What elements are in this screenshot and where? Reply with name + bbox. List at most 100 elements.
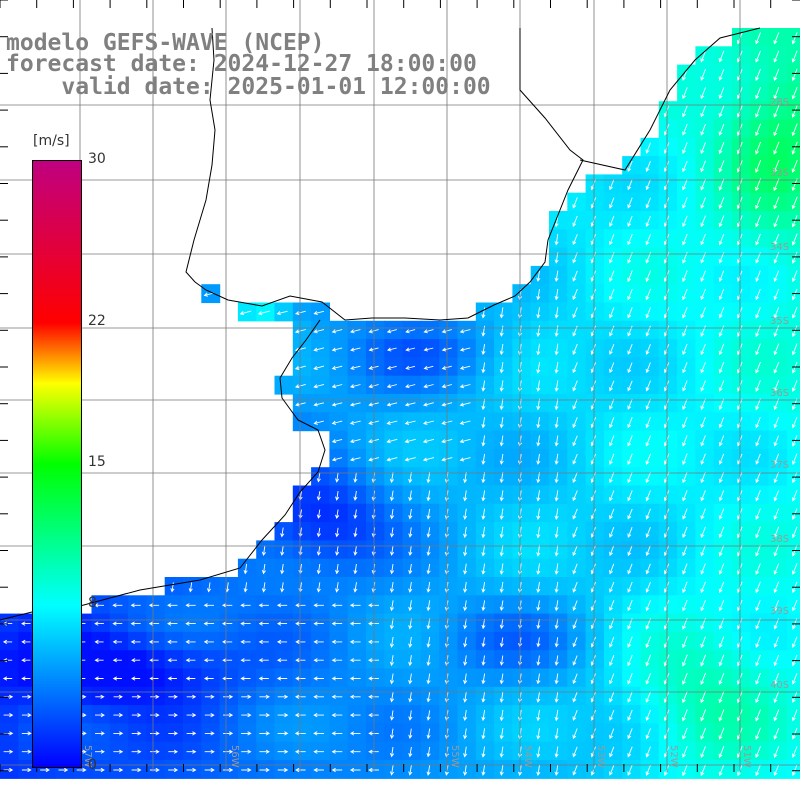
wind-cell <box>768 631 788 651</box>
wind-arrow <box>536 563 541 575</box>
wind-cell <box>512 577 532 596</box>
wind-arrow <box>773 490 780 502</box>
wind-cell <box>695 192 715 212</box>
wind-cell <box>457 540 477 560</box>
wind-arrow <box>331 457 343 462</box>
wind-arrow <box>258 621 269 626</box>
wind-cell <box>658 503 678 523</box>
wind-cell <box>274 741 294 761</box>
wind-arrow <box>572 343 578 355</box>
wind-arrow <box>700 343 706 356</box>
wind-arrow <box>95 749 105 754</box>
wind-cell <box>329 558 349 578</box>
wind-arrow <box>718 417 725 429</box>
wind-cell <box>713 211 733 230</box>
wind-arrow <box>718 288 725 301</box>
wind-arrow <box>572 710 578 721</box>
wind-cell <box>146 668 166 688</box>
wind-arrow <box>682 563 688 575</box>
wind-cell <box>201 577 221 596</box>
wind-arrow <box>773 215 780 228</box>
wind-arrow <box>645 599 651 612</box>
wind-cell <box>677 668 696 688</box>
wind-arrow <box>773 233 780 246</box>
wind-arrow <box>294 365 306 370</box>
wind-arrow <box>185 639 196 644</box>
wind-cell <box>603 211 623 230</box>
wind-arrow <box>349 420 361 425</box>
wind-cell <box>786 705 800 724</box>
wind-cell <box>439 503 459 523</box>
wind-arrow <box>423 347 434 352</box>
colorbar-label: 8 <box>88 595 97 612</box>
wind-arrow <box>572 618 578 630</box>
wind-cell <box>494 430 513 450</box>
wind-cell <box>146 686 166 706</box>
wind-arrow <box>481 545 486 557</box>
wind-cell <box>567 723 587 743</box>
wind-cell <box>292 503 312 523</box>
wind-cell <box>366 668 385 688</box>
wind-cell <box>439 686 459 706</box>
wind-cell <box>750 265 770 285</box>
wind-cell <box>439 650 459 670</box>
wind-cell <box>768 723 788 743</box>
wind-cell <box>494 631 513 651</box>
wind-cell <box>292 686 312 706</box>
wind-arrow <box>609 728 615 740</box>
wind-cell <box>475 485 495 505</box>
wind-arrow <box>791 270 798 283</box>
wind-arrow <box>389 655 394 667</box>
wind-cell <box>402 540 422 560</box>
wind-cell <box>494 503 513 523</box>
wind-cell <box>256 760 276 779</box>
wind-arrows <box>2 32 798 777</box>
wind-arrow <box>204 694 215 699</box>
wind-arrow <box>773 453 780 465</box>
wind-cell <box>658 192 678 212</box>
wind-cell <box>732 668 751 688</box>
wind-cell <box>274 522 294 541</box>
wind-cell <box>640 430 660 450</box>
wind-arrow <box>349 767 361 773</box>
wind-cell <box>603 613 623 633</box>
wind-arrow <box>259 694 270 699</box>
wind-cell <box>128 650 147 670</box>
wind-cell <box>292 668 312 688</box>
wind-arrow <box>773 581 780 594</box>
wind-cell <box>585 485 605 505</box>
wind-arrow <box>313 767 324 773</box>
wind-cell <box>201 650 221 670</box>
wind-arrow <box>645 179 651 191</box>
wind-cell <box>402 613 422 633</box>
wind-cell <box>622 503 642 523</box>
wind-cell <box>622 467 642 487</box>
wind-cell <box>585 558 605 578</box>
wind-arrow <box>718 654 725 667</box>
wind-cell <box>585 613 605 633</box>
wind-cell <box>347 631 367 651</box>
wind-cell <box>713 631 733 651</box>
wind-arrow <box>718 544 725 557</box>
wind-arrow <box>682 545 688 557</box>
wind-cell <box>402 631 422 651</box>
wind-arrow <box>313 694 324 699</box>
wind-cell <box>658 156 678 175</box>
wind-cell <box>183 668 202 688</box>
wind-cell <box>786 339 800 358</box>
wind-cell <box>732 686 751 706</box>
coastline <box>185 27 584 321</box>
wind-arrow <box>113 694 123 699</box>
wind-arrow <box>572 453 578 465</box>
wind-cell <box>402 522 422 541</box>
wind-arrow <box>241 694 252 699</box>
wind-arrow <box>682 105 688 118</box>
wind-arrow <box>536 545 541 557</box>
wind-cell <box>768 394 788 413</box>
wind-arrow <box>536 600 541 612</box>
wind-arrow <box>609 197 615 209</box>
wind-arrow <box>682 672 688 685</box>
wind-cell <box>549 650 568 670</box>
wind-cell <box>512 430 532 450</box>
wind-arrow <box>130 621 141 626</box>
